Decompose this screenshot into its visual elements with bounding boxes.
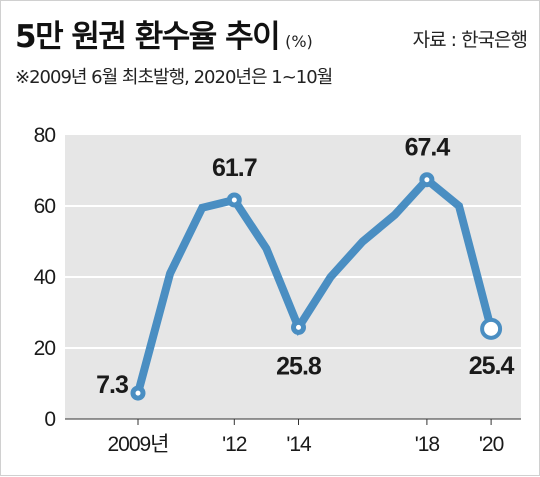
y-tick-label: 0: [44, 408, 55, 431]
data-label: 61.7: [212, 154, 257, 182]
source-label: 자료 : 한국은행: [412, 29, 528, 51]
data-label: 25.4: [469, 352, 515, 380]
data-label: 25.8: [276, 352, 322, 380]
unit-label: (%): [285, 32, 313, 51]
y-tick-label: 20: [34, 337, 56, 360]
data-point-marker: [130, 385, 146, 401]
data-point-marker: [226, 192, 242, 208]
data-point-marker: [480, 317, 503, 340]
chart-title: 5만 원권 환수율 추이: [15, 19, 281, 55]
x-tick-label: '20: [479, 433, 504, 456]
x-tick-label: '14: [286, 433, 312, 456]
y-axis: 0 20 40 60 80: [34, 124, 57, 431]
x-axis: 2009년 '12 '14 '18 '20: [65, 418, 521, 456]
series-group: [130, 172, 503, 401]
footnote: ※2009년 6월 최초발행, 2020년은 1~10월: [15, 67, 333, 88]
chart-header: 5만 원권 환수율 추이 (%) 자료 : 한국은행 ※2009년 6월 최초발…: [15, 11, 528, 111]
data-point-marker: [291, 319, 306, 335]
y-tick-label: 60: [34, 195, 56, 218]
x-tick-label: '18: [415, 433, 440, 456]
x-tick-label: 2009년: [107, 433, 168, 456]
x-tick-label: '12: [222, 433, 247, 456]
data-label: 7.3: [96, 371, 128, 399]
y-tick-label: 40: [34, 266, 56, 289]
y-tick-label: 80: [34, 124, 56, 147]
data-point-marker: [419, 172, 435, 188]
data-label: 67.4: [405, 134, 451, 162]
data-label-group: 7.3 61.7 25.8 67.4 25.4: [96, 134, 515, 399]
title-row: 5만 원권 환수율 추이 (%): [15, 11, 313, 56]
